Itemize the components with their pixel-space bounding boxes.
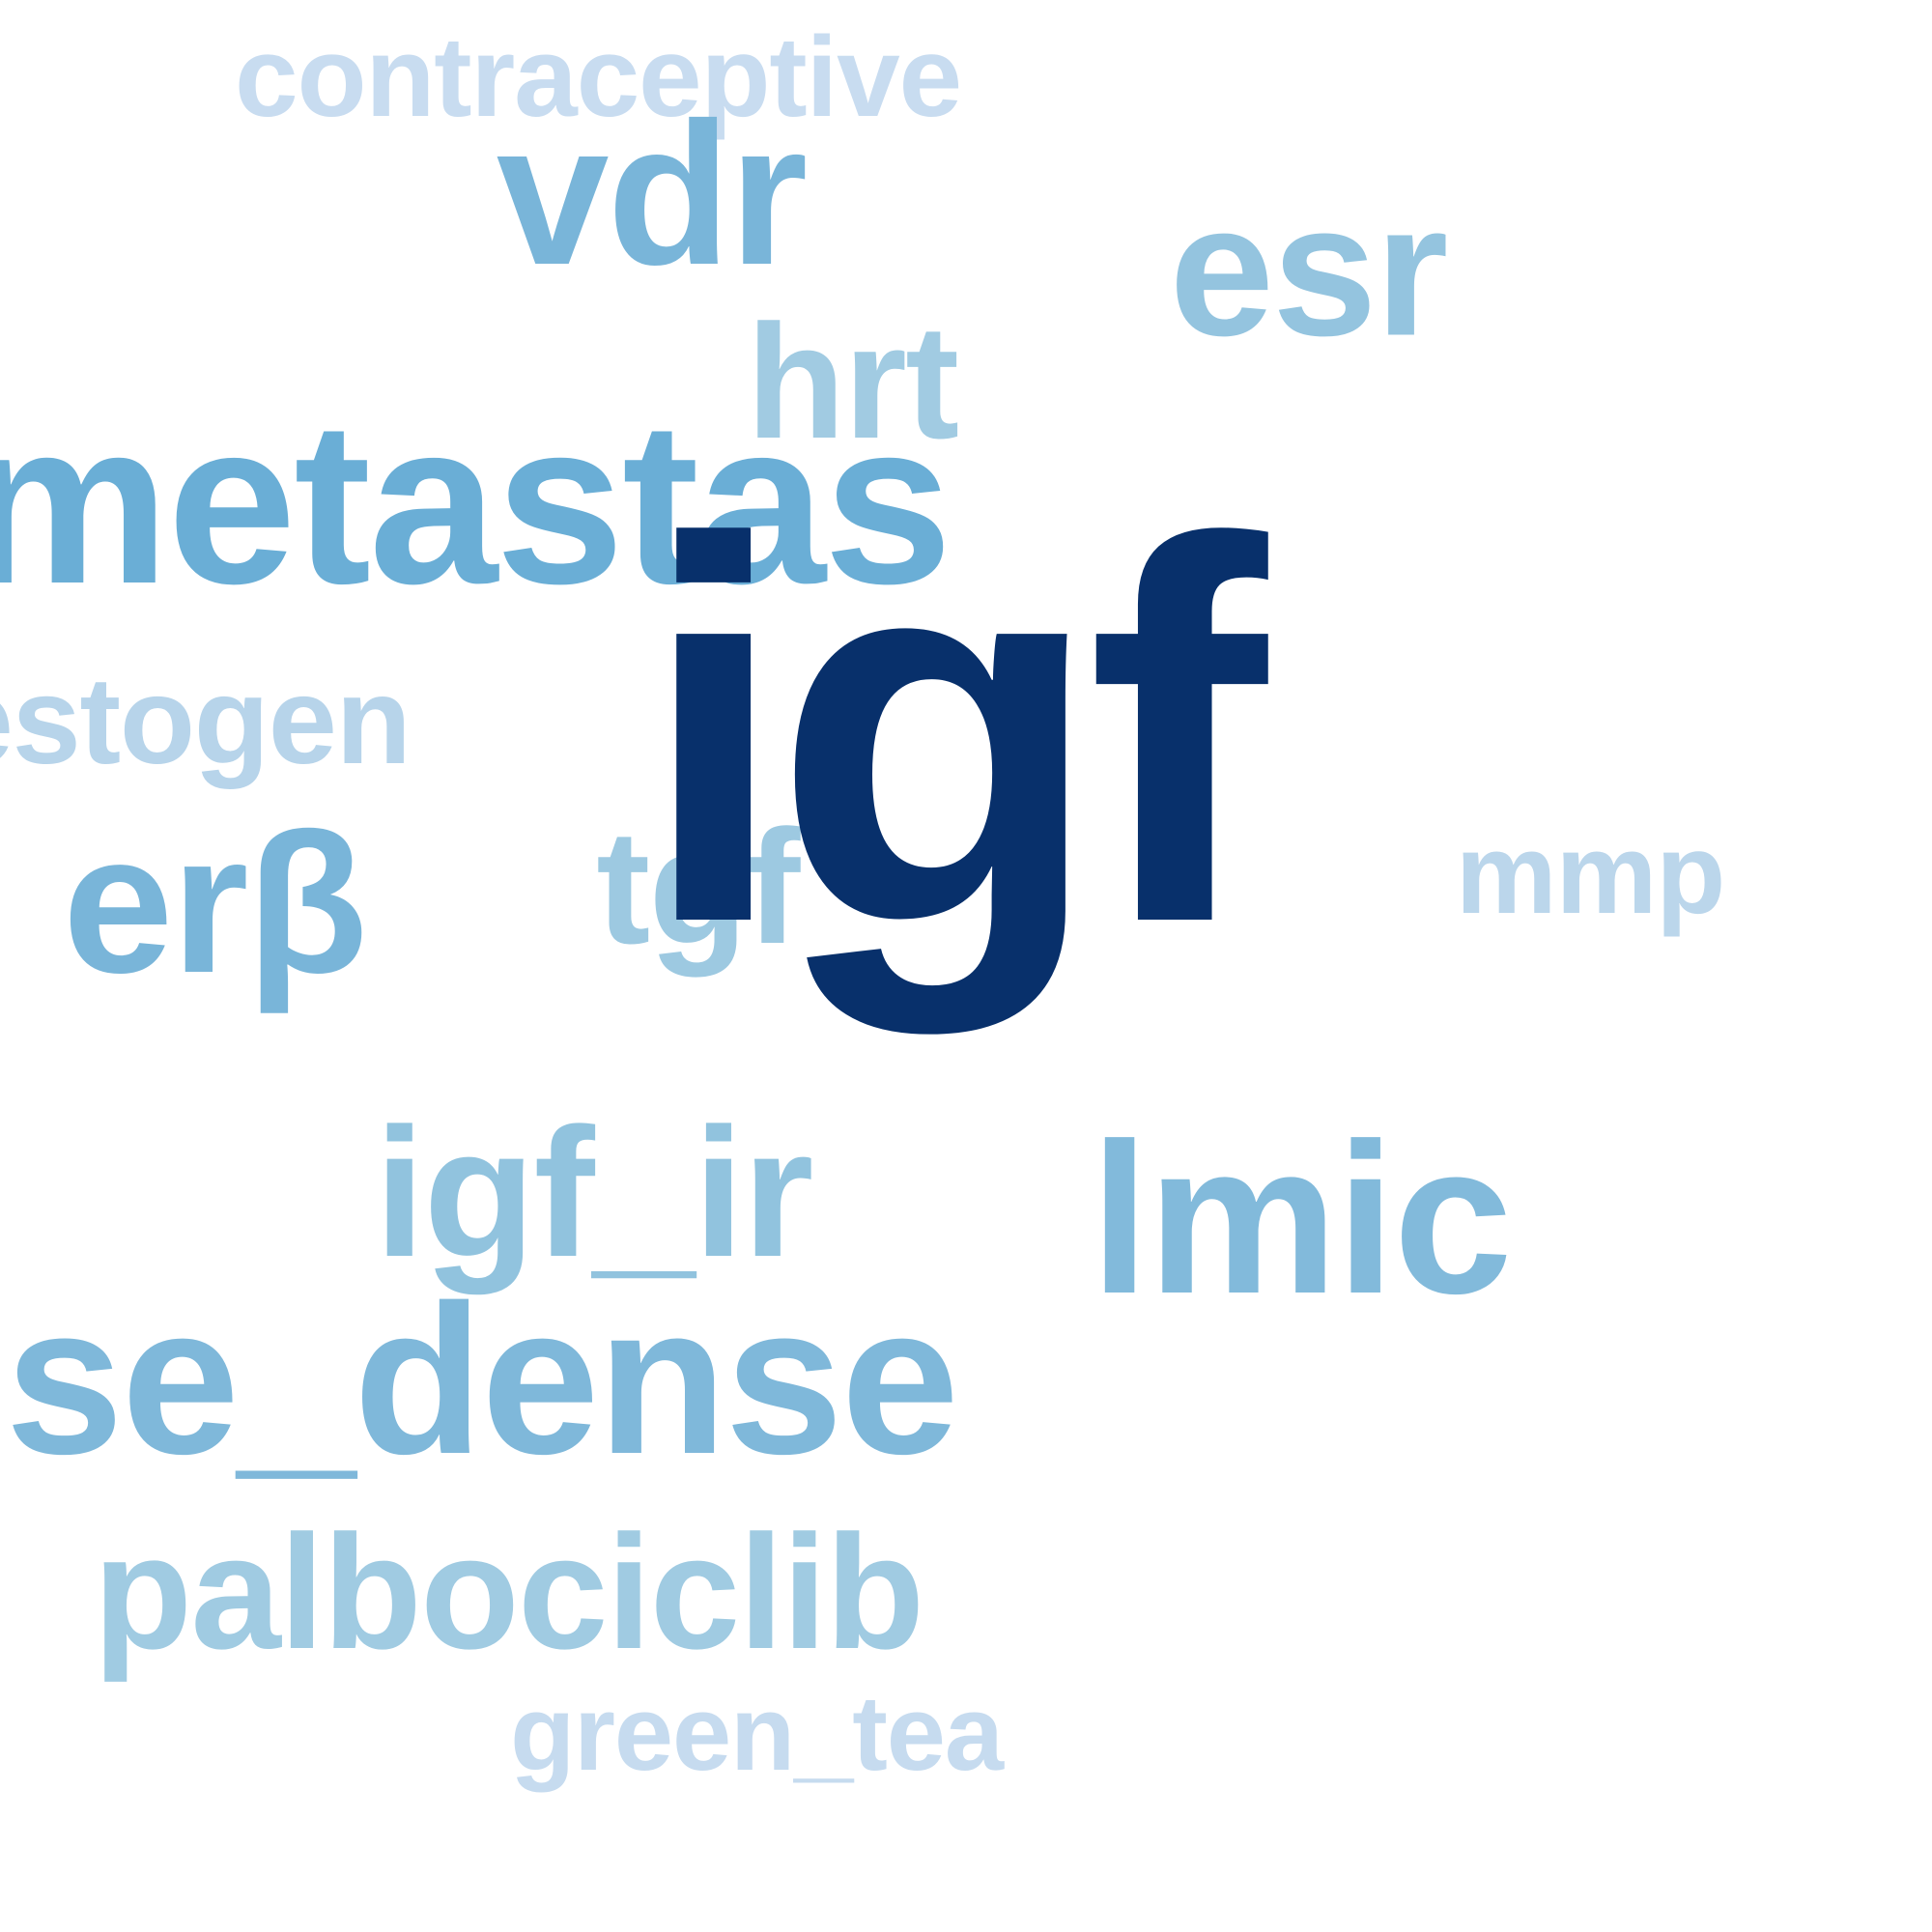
word-mmp: mmp: [1455, 810, 1726, 938]
word-progestogen: progestogen: [0, 652, 412, 790]
word-green-tea: green_tea: [510, 1674, 1004, 1793]
word-dose-dense: dose_dense: [0, 1261, 959, 1498]
word-igf: igf: [639, 430, 1267, 1035]
word-erb: erβ: [62, 792, 368, 1014]
word-lmic: lmic: [1090, 1099, 1513, 1339]
word-vdr: vdr: [496, 80, 809, 307]
word-palbociclib: palbociclib: [93, 1501, 924, 1683]
word-hrt: hrt: [746, 291, 960, 472]
word-contraceptive: contraceptive: [235, 14, 962, 141]
word-brain-metastas: brain_metastas: [0, 373, 952, 632]
word-igf-ir: igf_ir: [374, 1091, 813, 1295]
word-tgf: tgf: [596, 796, 800, 978]
word-esr: esr: [1169, 164, 1449, 376]
